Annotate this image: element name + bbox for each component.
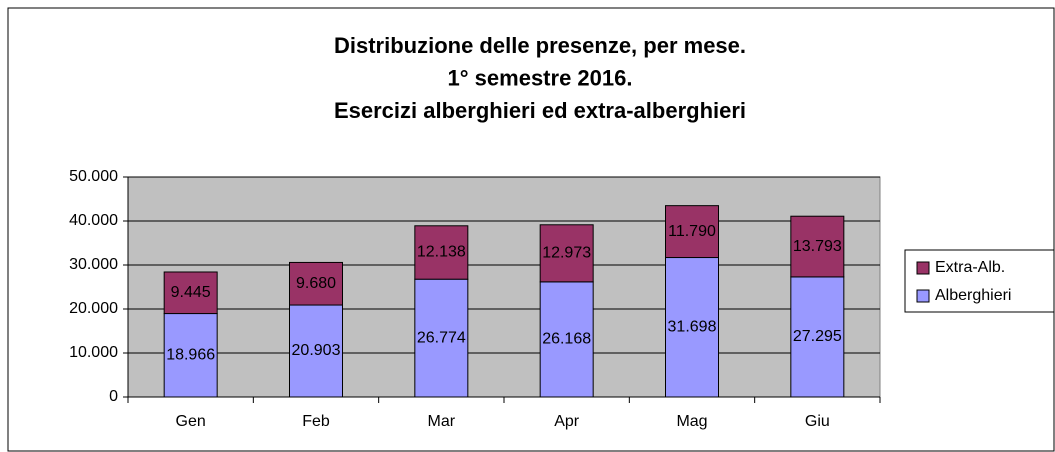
- x-tick-label: Mag: [676, 413, 707, 430]
- y-tick-label: 0: [109, 388, 118, 405]
- chart-title: Distribuzione delle presenze, per mese.: [334, 33, 746, 58]
- chart-title: 1° semestre 2016.: [448, 65, 633, 90]
- x-tick-label: Giu: [805, 413, 830, 430]
- data-label: 18.966: [166, 346, 215, 363]
- y-tick-label: 30.000: [69, 256, 118, 273]
- data-label: 26.168: [542, 331, 591, 348]
- bar-segment: [539, 281, 594, 398]
- bar-segment: [414, 225, 469, 280]
- x-tick-label: Apr: [554, 413, 580, 430]
- data-label: 31.698: [668, 318, 717, 335]
- data-label: 11.790: [668, 223, 716, 240]
- x-tick-label: Mar: [428, 413, 456, 430]
- bar-segment: [539, 224, 594, 283]
- y-tick-label: 20.000: [69, 300, 118, 317]
- data-label: 12.973: [542, 245, 591, 262]
- data-label: 26.774: [417, 329, 466, 346]
- legend-label: Extra-Alb.: [935, 259, 1005, 276]
- legend-swatch: [916, 261, 930, 275]
- bar-segment: [289, 261, 343, 306]
- y-tick-label: 40.000: [69, 212, 118, 229]
- legend-label: Alberghieri: [935, 287, 1011, 304]
- bar-segment: [163, 271, 218, 315]
- bar-segment: [163, 313, 218, 398]
- data-label: 9.680: [296, 275, 336, 292]
- bar-segment: [665, 205, 719, 259]
- data-label: 12.138: [417, 244, 466, 261]
- bar-segment: [665, 257, 719, 398]
- x-tick-label: Feb: [302, 413, 330, 430]
- plot-area: [127, 176, 881, 398]
- legend-swatch: [916, 289, 930, 303]
- bar-segment: [414, 278, 469, 398]
- data-label: 9.445: [171, 284, 211, 301]
- data-label: 27.295: [793, 328, 842, 345]
- data-label: 13.793: [793, 238, 842, 255]
- data-label: 20.903: [292, 342, 341, 359]
- legend-box: [904, 249, 1055, 313]
- y-tick-label: 50.000: [69, 168, 118, 185]
- x-tick-label: Gen: [176, 413, 206, 430]
- chart-title: Esercizi alberghieri ed extra-alberghier…: [334, 98, 746, 123]
- bar-segment: [790, 215, 845, 278]
- y-tick-label: 10.000: [69, 344, 118, 361]
